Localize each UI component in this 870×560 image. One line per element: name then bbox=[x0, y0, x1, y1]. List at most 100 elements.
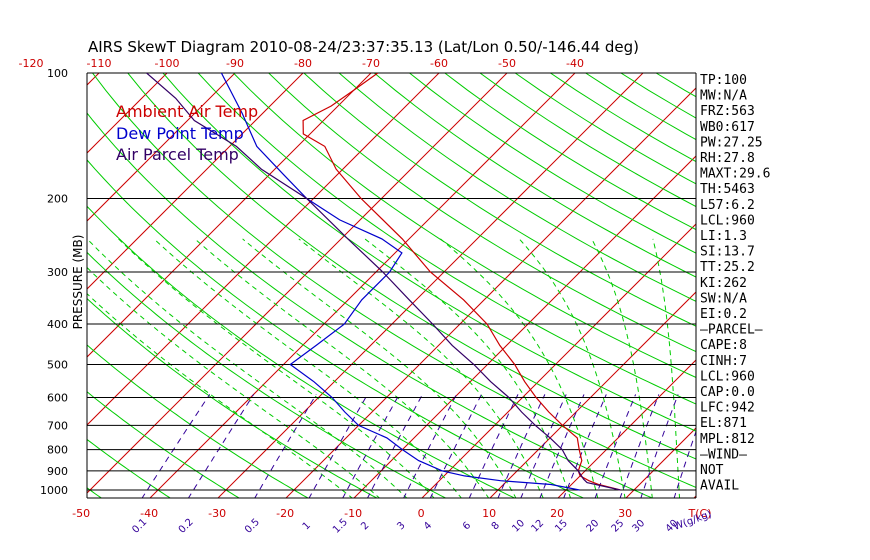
pressure-tick-label: 800 bbox=[47, 444, 68, 457]
index-item: LCL:960 bbox=[700, 369, 755, 384]
mixing-ratio-tick-label: 15 bbox=[553, 518, 570, 535]
mixing-ratio-line bbox=[366, 394, 423, 498]
mixing-ratio-tick-label: 30 bbox=[630, 518, 647, 535]
grid-layer bbox=[0, 64, 696, 499]
top-temp-tick-label: -40 bbox=[566, 57, 584, 70]
mixing-ratio-line bbox=[497, 394, 546, 498]
parcel-temp-line bbox=[146, 73, 621, 491]
mixing-ratio-line bbox=[673, 430, 696, 498]
mixing-ratio-line bbox=[342, 394, 400, 498]
dry-adiabat-line bbox=[338, 73, 696, 302]
bottom-temp-tick-label: 10 bbox=[482, 507, 496, 520]
index-item: LCL:960 bbox=[700, 213, 755, 228]
bottom-temp-tick-label: -10 bbox=[344, 507, 362, 520]
index-item: SW:N/A bbox=[700, 291, 747, 306]
mixing-ratio-tick-label: 0.2 bbox=[177, 517, 196, 536]
isotherm-line bbox=[87, 73, 508, 494]
isotherm-line bbox=[149, 73, 576, 498]
index-item: MW:N/A bbox=[700, 89, 747, 104]
mixing-ratio-line bbox=[254, 394, 317, 498]
mixing-ratio-tick-label: 25 bbox=[610, 518, 627, 535]
dry-adiabat-line bbox=[87, 438, 172, 498]
x-axis-label: T(C) bbox=[688, 507, 712, 520]
moist-adiabat-line bbox=[87, 238, 408, 498]
moist-adiabat-line bbox=[518, 238, 626, 498]
index-item: NOT bbox=[700, 463, 724, 478]
mixing-ratio-tick-label: 12 bbox=[529, 518, 546, 535]
dry-adiabat-line bbox=[87, 391, 241, 498]
index-item: SI:13.7 bbox=[700, 245, 755, 260]
top-temp-tick-label: -90 bbox=[226, 57, 244, 70]
index-item: CAPE:8 bbox=[700, 338, 747, 353]
dry-adiabat-line bbox=[87, 251, 447, 498]
index-item: TT:25.2 bbox=[700, 260, 755, 275]
index-item: EI:0.2 bbox=[700, 307, 747, 322]
pressure-lines bbox=[86, 72, 697, 499]
dry-adiabat-line bbox=[268, 73, 696, 353]
dry-adiabat-line bbox=[127, 73, 696, 460]
index-item: CAP:0.0 bbox=[700, 385, 755, 400]
bottom-temp-tick-label: 20 bbox=[550, 507, 564, 520]
index-item: TP:100 bbox=[700, 73, 747, 88]
index-item: PW:27.25 bbox=[700, 135, 763, 150]
isotherm-line bbox=[557, 359, 696, 498]
index-item: —PARCEL— bbox=[700, 323, 763, 338]
isotherm-line bbox=[353, 155, 696, 498]
bottom-temp-tick-label: 30 bbox=[618, 507, 632, 520]
profile-lines bbox=[146, 73, 621, 491]
pressure-tick-label: 600 bbox=[47, 391, 68, 404]
isotherm-line bbox=[217, 73, 644, 498]
bottom-temp-tick-label: -30 bbox=[208, 507, 226, 520]
index-item: LFC:942 bbox=[700, 401, 755, 416]
index-item: TH:5463 bbox=[700, 182, 755, 197]
legend-ambient: Ambient Air Temp bbox=[116, 102, 258, 121]
dry-adiabat-line bbox=[373, 73, 696, 278]
index-item: RH:27.8 bbox=[700, 151, 755, 166]
index-item: EL:871 bbox=[700, 416, 747, 431]
index-item: MAXT:29.6 bbox=[700, 167, 770, 182]
index-item: MPL:812 bbox=[700, 432, 755, 447]
dry-adiabat-line bbox=[655, 73, 696, 98]
index-item: KI:262 bbox=[700, 276, 747, 291]
pressure-tick-label: 300 bbox=[47, 266, 68, 279]
moist-adiabat-line bbox=[440, 238, 599, 498]
bottom-temp-tick-label: 0 bbox=[418, 507, 425, 520]
index-item: CINH:7 bbox=[700, 354, 747, 369]
moist-adiabat-line bbox=[87, 292, 353, 498]
index-item: L57:6.2 bbox=[700, 198, 755, 213]
isotherm-line bbox=[87, 73, 304, 290]
mixing-ratio-line bbox=[141, 394, 211, 498]
isotherm-line bbox=[285, 87, 696, 498]
dry-adiabat-line bbox=[87, 344, 309, 498]
dry-adiabat-line bbox=[444, 73, 696, 231]
mixing-ratio-tick-label: 20 bbox=[585, 518, 602, 535]
mixing-ratio-tick-label: 8 bbox=[490, 520, 502, 532]
mixing-ratio-line bbox=[520, 394, 567, 498]
moist-adiabat-line bbox=[364, 238, 572, 498]
isotherm-line bbox=[87, 73, 168, 154]
mixing-ratio-tick-label: 10 bbox=[510, 518, 527, 535]
moist-adiabat-line bbox=[242, 238, 517, 498]
mixing-ratio-line bbox=[468, 394, 519, 498]
mixing-ratio-line bbox=[308, 394, 368, 498]
dry-adiabat-line bbox=[409, 73, 696, 254]
dry-adiabat-line bbox=[479, 73, 696, 208]
index-item: LI:1.3 bbox=[700, 229, 747, 244]
mixing-ratio-line bbox=[187, 394, 255, 498]
index-item: —WIND— bbox=[700, 447, 747, 462]
stability-indices: TP:100MW:N/AFRZ:563WB0:617PW:27.25RH:27.… bbox=[700, 73, 770, 494]
index-item: FRZ:563 bbox=[700, 104, 755, 119]
legend-parcel: Air Parcel Temp bbox=[116, 145, 239, 164]
isotherm-line bbox=[0, 64, 40, 499]
mixing-ratio-tick-label: 3 bbox=[395, 520, 407, 532]
dry-adiabat-line bbox=[87, 205, 516, 498]
index-item: WB0:617 bbox=[700, 120, 755, 135]
mixing-ratio-tick-label: 4 bbox=[422, 520, 434, 532]
pressure-tick-label: 200 bbox=[47, 193, 68, 206]
mixing-ratio-line bbox=[594, 394, 637, 498]
moist-adiabat-line bbox=[153, 238, 462, 498]
dry-adiabat-line bbox=[0, 73, 34, 499]
mixing-ratio-tick-label: 2 bbox=[359, 520, 371, 532]
mixing-ratio-line bbox=[563, 394, 607, 498]
